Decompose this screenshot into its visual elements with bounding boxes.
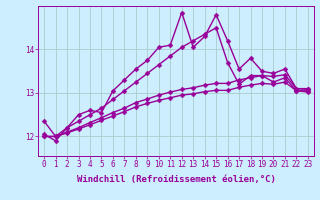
X-axis label: Windchill (Refroidissement éolien,°C): Windchill (Refroidissement éolien,°C) <box>76 175 276 184</box>
